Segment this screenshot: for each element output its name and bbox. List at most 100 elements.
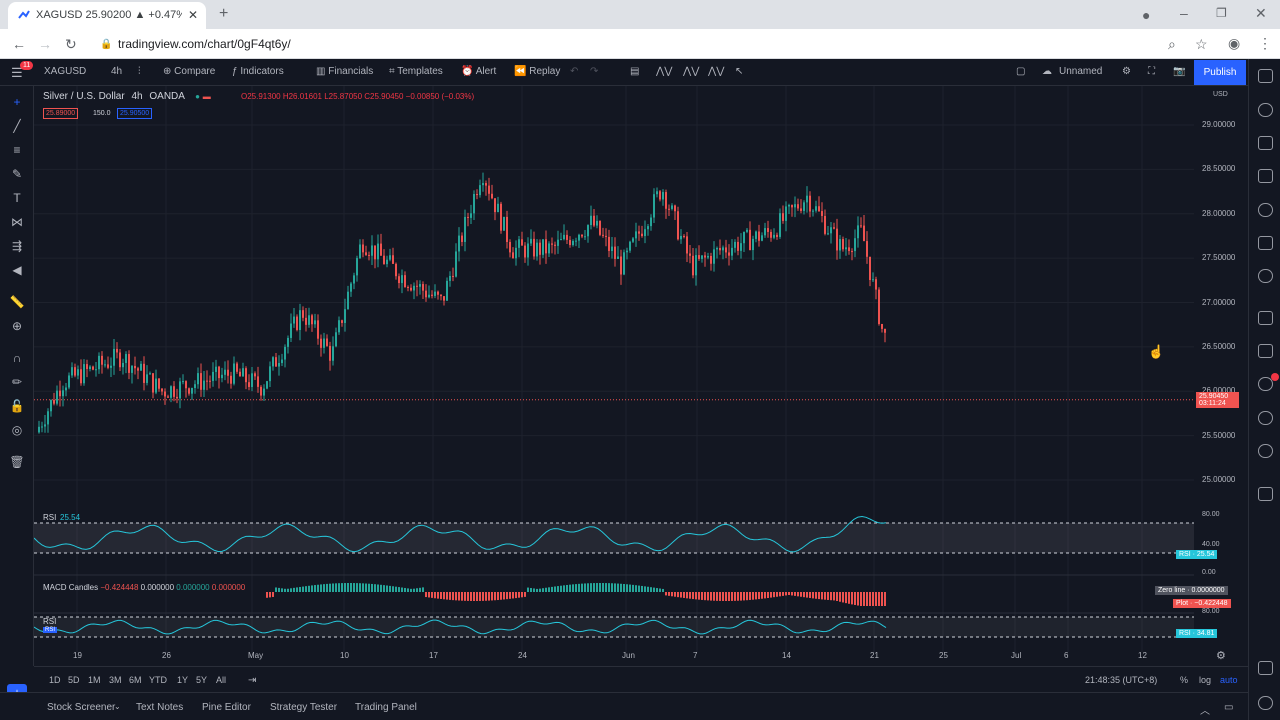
trash-icon[interactable]: 🗑 — [9, 455, 25, 469]
zoom-in-icon[interactable]: ⊕ — [11, 319, 23, 333]
fullscreen-icon[interactable]: ⛶ — [1148, 66, 1155, 77]
auto-toggle[interactable]: auto — [1220, 675, 1238, 685]
range-all[interactable]: All — [216, 675, 227, 685]
templates-button[interactable]: ⌗ Templates — [389, 66, 443, 77]
settings-gear-icon[interactable]: ⚙ — [1122, 66, 1131, 77]
camera-icon[interactable]: 📷 — [1173, 66, 1186, 77]
macd-legend[interactable]: MACD Candles −0.424448 0.000000 0.000000… — [43, 583, 245, 592]
main-menu-icon[interactable]: ☰ — [11, 65, 23, 80]
alert-button[interactable]: ⏰ Alert — [461, 66, 497, 77]
tab-close-icon[interactable]: ✕ — [188, 8, 199, 22]
sync-icon-3[interactable]: ⋀⋁ — [708, 66, 725, 77]
log-toggle[interactable]: log — [1199, 675, 1212, 685]
panel-stock-screener[interactable]: Stock Screener — [47, 702, 116, 713]
messages-icon[interactable] — [1258, 344, 1273, 358]
new-tab-icon[interactable]: + — [219, 5, 229, 22]
maximize-icon[interactable]: ❐ — [1216, 6, 1227, 20]
chats-icon[interactable] — [1258, 311, 1273, 325]
reload-icon[interactable]: ↻ — [65, 36, 77, 52]
ruler-icon[interactable]: 📏 — [9, 295, 25, 309]
panel-strategy-tester[interactable]: Strategy Tester — [270, 702, 338, 713]
watchlist-icon[interactable] — [1258, 69, 1273, 83]
chrome-menu-icon[interactable]: ⋮ — [1258, 35, 1272, 51]
panel-collapse-icon[interactable]: ︿ — [1200, 706, 1210, 717]
macd-bar — [581, 583, 583, 592]
range-6m[interactable]: 6M — [129, 675, 142, 685]
range-ytd[interactable]: YTD — [149, 675, 167, 685]
alerts-clock-icon[interactable] — [1258, 103, 1273, 117]
brush-icon[interactable]: ✎ — [11, 167, 23, 181]
forward-icon[interactable]: → — [38, 36, 52, 52]
range-5d[interactable]: 5D — [68, 675, 80, 685]
interval-button[interactable]: 4h — [111, 66, 123, 77]
publish-button[interactable]: Publish — [1194, 60, 1246, 85]
cursor-icon[interactable]: ↖ — [735, 66, 744, 77]
panel-text-notes[interactable]: Text Notes — [136, 702, 184, 713]
range-1d[interactable]: 1D — [49, 675, 61, 685]
sync-icon-2[interactable]: ⋀⋁ — [683, 66, 700, 77]
zoom-icon[interactable]: ⌕ — [1168, 36, 1176, 52]
replay-button[interactable]: ⏪ Replay — [514, 66, 561, 77]
keep-drawing-icon[interactable]: ✏ — [11, 375, 23, 389]
panel-maximize-icon[interactable]: ▭ — [1224, 702, 1234, 713]
help-icon[interactable] — [1258, 696, 1273, 710]
time-axis-settings-icon[interactable]: ⚙ — [1216, 650, 1226, 662]
symbol-title[interactable]: Silver / U.S. Dollar — [43, 91, 125, 102]
ideas-bulb-icon[interactable] — [1258, 269, 1273, 283]
prediction-icon[interactable]: ⇶ — [11, 239, 23, 253]
goto-date-icon[interactable]: ⇥ — [248, 675, 257, 686]
range-5y[interactable]: 5Y — [196, 675, 208, 685]
layout-name[interactable]: Unnamed — [1059, 66, 1103, 77]
trading-icon[interactable] — [1258, 487, 1273, 501]
bookmark-star-icon[interactable]: ☆ — [1195, 36, 1208, 52]
url-field[interactable]: tradingview.com/chart/0gF4qt6y/ — [118, 37, 291, 51]
streams-icon[interactable] — [1258, 411, 1273, 425]
range-1m[interactable]: 1M — [88, 675, 101, 685]
data-window-icon[interactable] — [1258, 136, 1273, 150]
rsi2-label[interactable]: RSI — [43, 617, 57, 626]
window-close-icon[interactable]: ✕ — [1255, 5, 1267, 21]
compare-button[interactable]: ⊕ Compare — [163, 66, 216, 77]
layers-icon[interactable] — [1258, 661, 1273, 675]
macd-bar — [749, 592, 751, 600]
arrow-back-icon[interactable]: ◀ — [12, 263, 22, 277]
browser-tab[interactable]: XAGUSD 25.90200 ▲ +0.47% Un ✕ — [8, 2, 206, 29]
layout-grid-icon[interactable]: ▤ — [630, 66, 640, 77]
text-tool-icon[interactable]: T — [13, 191, 21, 205]
undo-icon[interactable]: ↶ — [570, 66, 579, 77]
pattern-icon[interactable]: ⋈ — [11, 215, 23, 229]
bid-button[interactable]: 25.89000 — [43, 108, 79, 119]
crosshair-icon[interactable]: + — [13, 95, 21, 109]
hotlists-icon[interactable] — [1258, 203, 1273, 217]
percent-toggle[interactable]: % — [1180, 675, 1189, 685]
fib-icon[interactable]: ≡ — [13, 143, 21, 157]
screener-chevron-icon[interactable]: ⌄ — [114, 702, 121, 711]
magnet-icon[interactable]: ∩ — [12, 351, 22, 365]
extension-icon[interactable]: ◉ — [1228, 35, 1241, 51]
chart-canvas[interactable] — [34, 86, 1194, 666]
range-1y[interactable]: 1Y — [177, 675, 189, 685]
minimize-icon[interactable]: – — [1180, 5, 1188, 21]
indicators-button[interactable]: ƒ Indicators — [232, 66, 284, 77]
trendline-icon[interactable]: ╱ — [13, 119, 21, 133]
symbol-search[interactable]: XAGUSD — [44, 66, 87, 77]
candle-type-icon[interactable]: ⫶ — [138, 66, 141, 77]
news-icon[interactable] — [1258, 169, 1273, 183]
range-3m[interactable]: 3M — [109, 675, 122, 685]
ask-button[interactable]: 25.90500 — [117, 108, 153, 119]
financials-button[interactable]: ▥ Financials — [316, 66, 374, 77]
redo-icon[interactable]: ↷ — [590, 66, 599, 77]
sync-icon-1[interactable]: ⋀⋁ — [656, 66, 673, 77]
layout-select-icon[interactable]: ▢ — [1016, 66, 1026, 77]
visibility-eye-icon[interactable]: ◎ — [11, 423, 23, 437]
rsi-label[interactable]: RSI — [43, 513, 57, 522]
bell-icon[interactable] — [1258, 444, 1273, 458]
panel-pine-editor[interactable]: Pine Editor — [202, 702, 251, 713]
profile-icon[interactable]: ● — [1142, 7, 1151, 23]
notifications-icon[interactable] — [1258, 377, 1273, 391]
calendar-icon[interactable] — [1258, 236, 1273, 250]
clock[interactable]: 21:48:35 (UTC+8) — [1085, 675, 1158, 685]
back-icon[interactable]: ← — [12, 36, 26, 52]
lock-drawings-icon[interactable]: 🔓 — [9, 399, 25, 413]
panel-trading-panel[interactable]: Trading Panel — [355, 702, 417, 713]
